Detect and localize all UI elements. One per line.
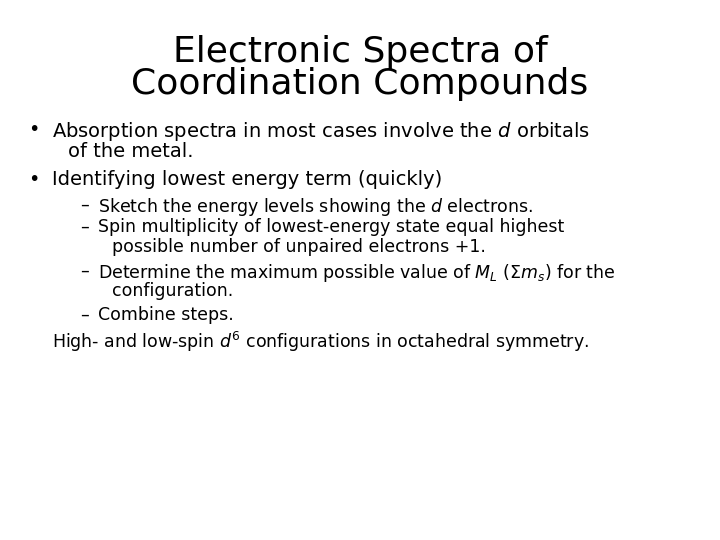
Text: Coordination Compounds: Coordination Compounds [131, 67, 589, 101]
Text: High- and low-spin $d^6$ configurations in octahedral symmetry.: High- and low-spin $d^6$ configurations … [52, 330, 589, 354]
Text: Absorption spectra in most cases involve the $d$ orbitals: Absorption spectra in most cases involve… [52, 120, 590, 143]
Text: –: – [80, 306, 89, 324]
Text: Combine steps.: Combine steps. [98, 306, 234, 324]
Text: possible number of unpaired electrons +1.: possible number of unpaired electrons +1… [112, 238, 486, 256]
Text: –: – [80, 196, 89, 214]
Text: Electronic Spectra of: Electronic Spectra of [173, 35, 547, 69]
Text: •: • [28, 120, 40, 139]
Text: Determine the maximum possible value of $M_L$ ($\Sigma m_s$) for the: Determine the maximum possible value of … [98, 262, 616, 284]
Text: of the metal.: of the metal. [68, 142, 194, 161]
Text: Sketch the energy levels showing the $d$ electrons.: Sketch the energy levels showing the $d$… [98, 196, 533, 218]
Text: –: – [80, 218, 89, 236]
Text: Spin multiplicity of lowest-energy state equal highest: Spin multiplicity of lowest-energy state… [98, 218, 564, 236]
Text: Identifying lowest energy term (quickly): Identifying lowest energy term (quickly) [52, 170, 442, 189]
Text: •: • [28, 170, 40, 189]
Text: –: – [80, 262, 89, 280]
Text: configuration.: configuration. [112, 282, 233, 300]
